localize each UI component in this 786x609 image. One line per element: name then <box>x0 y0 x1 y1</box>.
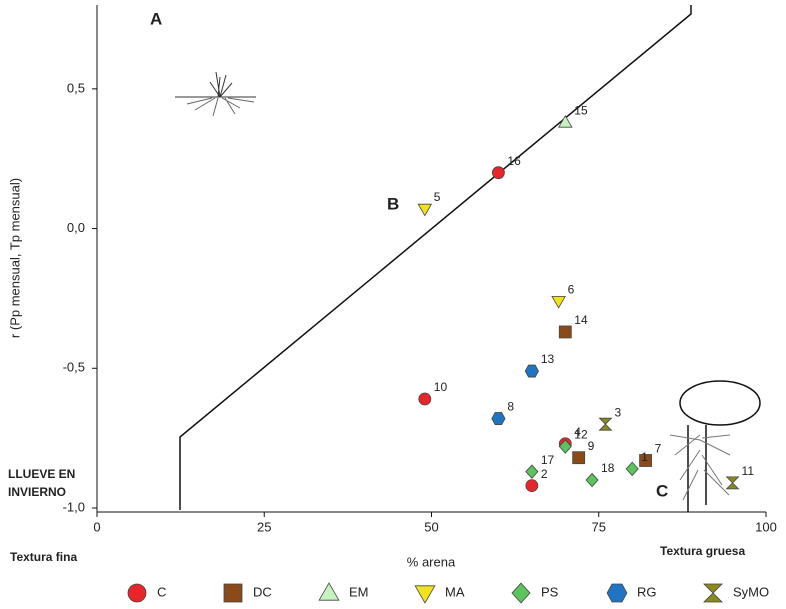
boundary-line <box>180 5 691 510</box>
point-label: 13 <box>541 352 555 366</box>
point-label: 9 <box>588 439 595 453</box>
legend-label: C <box>157 584 166 599</box>
data-point <box>492 413 505 425</box>
x-tick-label: 50 <box>424 519 438 534</box>
annotation: A <box>150 9 162 28</box>
data-point <box>419 393 431 405</box>
legend-label: RG <box>637 584 657 599</box>
data-point <box>552 296 565 307</box>
annotation: C <box>656 481 668 500</box>
point-label: 15 <box>574 104 588 118</box>
data-point <box>526 465 538 478</box>
data-point <box>418 204 431 215</box>
x-tick-label: 100 <box>755 519 777 534</box>
x-axis-label: % arena <box>407 554 456 569</box>
data-point <box>492 167 504 179</box>
deep-root-icon <box>670 381 760 512</box>
point-label: 11 <box>742 464 755 478</box>
annotation: Textura fina <box>10 550 77 564</box>
point-label: 7 <box>655 442 662 456</box>
point-label: 18 <box>601 461 615 475</box>
point-label: 2 <box>541 467 548 481</box>
x-tick-label: 75 <box>592 519 606 534</box>
legend-label: SyMO <box>733 584 769 599</box>
legend-marker <box>704 584 722 602</box>
point-label: 17 <box>541 453 555 467</box>
legend-marker <box>607 584 627 602</box>
data-point <box>599 418 611 430</box>
annotation: B <box>387 194 399 213</box>
point-label: 12 <box>574 428 588 442</box>
page: {"chart_data": {"type": "scatter", "xlab… <box>0 0 786 609</box>
y-tick-label: -0,5 <box>63 360 85 375</box>
legend-label: PS <box>541 584 559 599</box>
point-label: 3 <box>614 405 621 419</box>
data-point <box>559 326 571 338</box>
x-tick-label: 25 <box>257 519 271 534</box>
legend-marker <box>128 584 146 602</box>
data-point <box>573 452 585 464</box>
point-label: 16 <box>507 154 521 168</box>
annotation: LLUEVE EN <box>8 467 75 481</box>
data-point <box>525 365 538 377</box>
data-point <box>586 473 598 486</box>
y-axis-label: r (Pp mensual, Tp mensual) <box>7 178 22 338</box>
y-tick-label: -1,0 <box>63 499 85 514</box>
point-label: 6 <box>568 282 575 296</box>
legend-label: EM <box>349 584 369 599</box>
x-tick-label: 0 <box>93 519 100 534</box>
legend-marker <box>319 583 339 600</box>
data-point <box>727 477 739 489</box>
data-point <box>526 480 538 492</box>
point-label: 5 <box>434 190 441 204</box>
point-label: 8 <box>507 400 514 414</box>
point-label: 1 <box>641 450 648 464</box>
data-point <box>626 462 638 475</box>
annotation: Textura gruesa <box>660 544 745 558</box>
point-label: 10 <box>434 380 448 394</box>
legend-marker <box>224 584 242 602</box>
legend-label: DC <box>253 584 272 599</box>
legend-marker <box>415 586 435 603</box>
legend-marker <box>512 583 530 603</box>
y-tick-label: 0,5 <box>67 80 85 95</box>
point-label: 14 <box>574 313 588 327</box>
y-tick-label: 0,0 <box>67 220 85 235</box>
annotation: INVIERNO <box>8 485 66 499</box>
chart: A B C LLUEVE EN INVIERNO Textura fina Te… <box>0 0 786 609</box>
shallow-root-icon <box>175 72 256 116</box>
legend-label: MA <box>445 584 465 599</box>
